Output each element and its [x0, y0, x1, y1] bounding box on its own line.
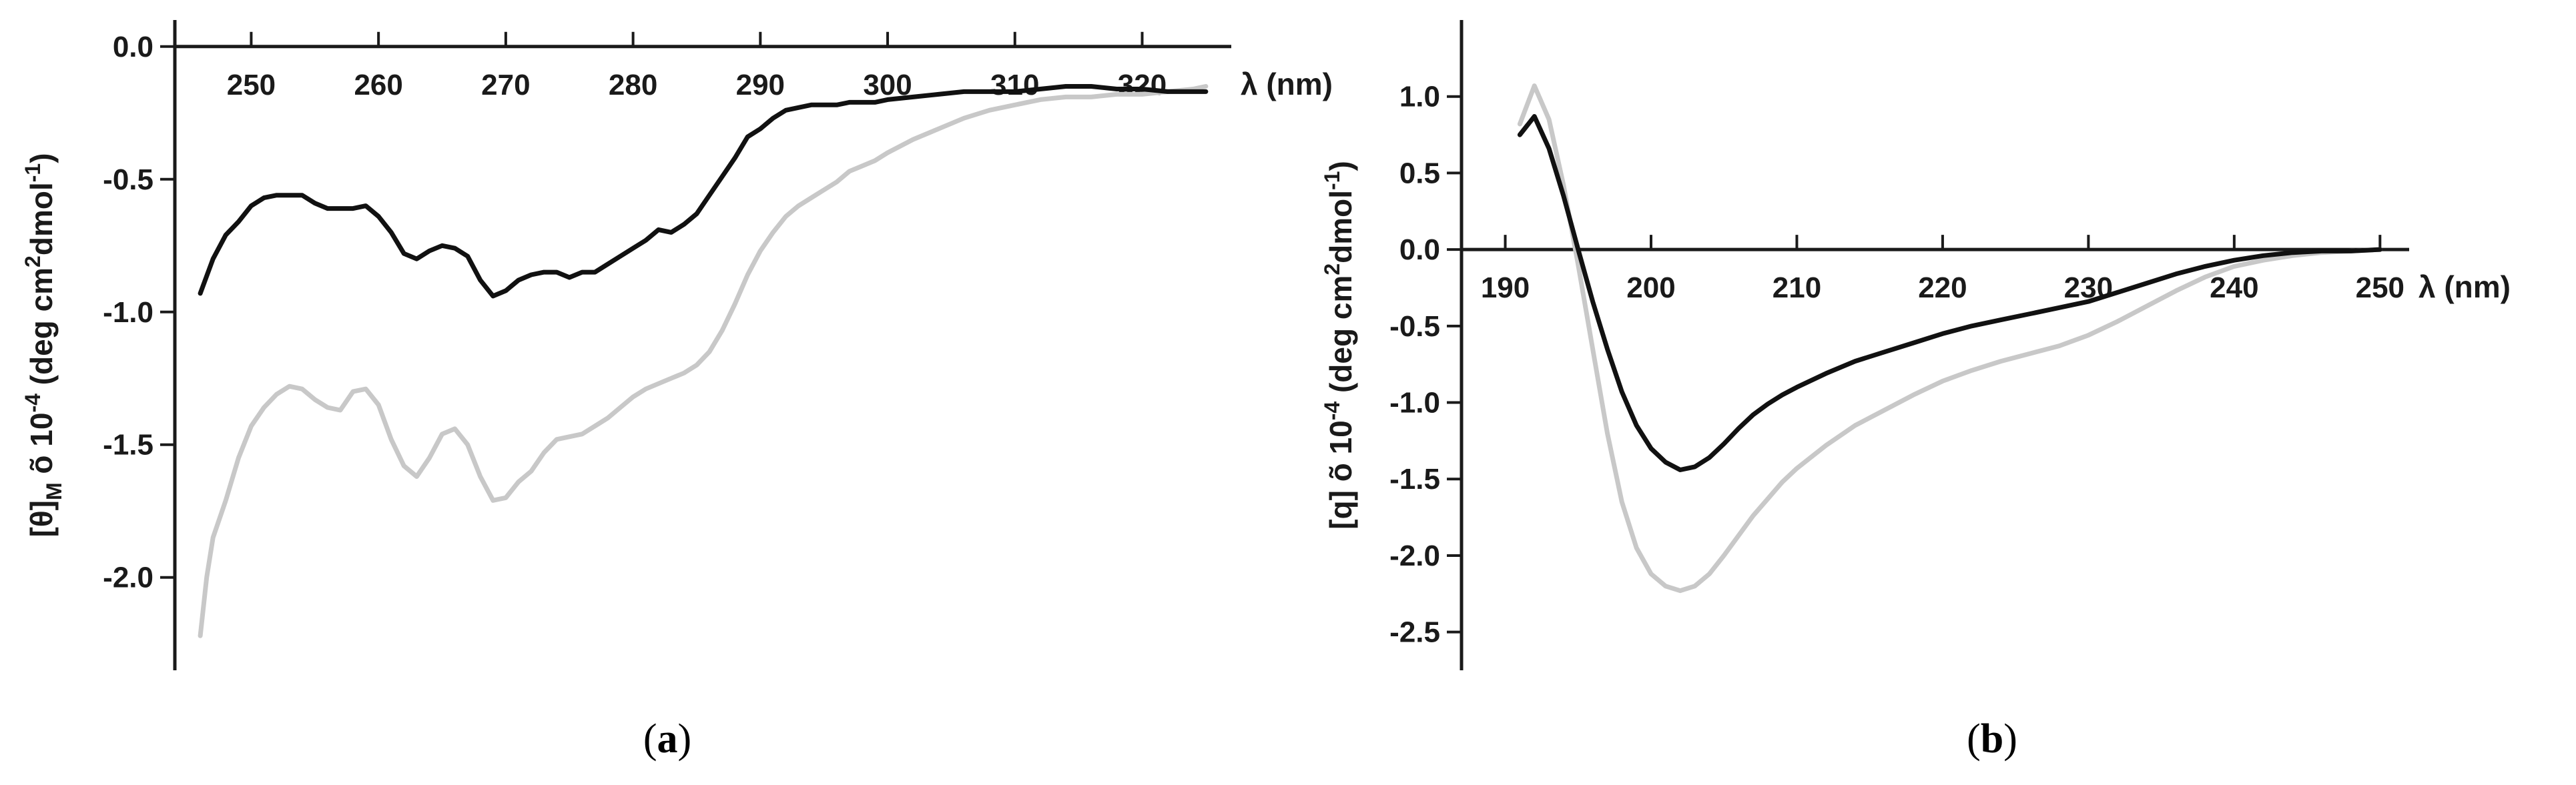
panel-a-y-title-unit: (deg cm: [24, 267, 59, 394]
panel-a-x-tick-label: 280: [609, 69, 657, 101]
panel-b-y-title-mid: õ 10: [1323, 420, 1358, 490]
panel-a-x-tick-label: 290: [736, 69, 785, 101]
panel-b-y-tick-label: -2.5: [1389, 616, 1440, 649]
panel-a-y-tick-label: 0.0: [113, 31, 153, 63]
panel-a-y-title-unit-sup: 2: [21, 255, 45, 267]
panel-b-y-title-main: [q]: [1323, 490, 1358, 530]
panel-b-y-axis-title: [q] õ 10-4 (deg cm2dmol-1): [1320, 161, 1358, 530]
panel-b-y-tick-label: 0.5: [1399, 157, 1440, 189]
panel-b-y-title-unit-sup2: -1: [1320, 171, 1344, 190]
panel-b-y-title-exp: -4: [1320, 402, 1344, 421]
panel-b-x-tick-label: 240: [2210, 271, 2258, 304]
panel-a-y-title-unit-sup2: -1: [21, 163, 45, 182]
panel-b-y-title-unit-tail: dmol: [1323, 190, 1358, 263]
panel-b-label-letter: b: [1981, 716, 2003, 762]
panel-b-y-title-unit-sup: 2: [1320, 263, 1344, 275]
panel-a-y-title-unit-tail: dmol: [24, 182, 59, 255]
panel-b-series-line-2: [1517, 83, 2382, 594]
panel-a-y-tick-label: -0.5: [103, 163, 153, 196]
panel-b-y-tick-label: -1.0: [1389, 387, 1440, 420]
panel-b-x-tick-label: 250: [2356, 271, 2404, 304]
panel-b-x-tick-label: 200: [1626, 271, 1675, 304]
panel-a-y-title-main: [θ]: [24, 500, 59, 538]
panel-b-y-tick-label: 1.0: [1399, 81, 1440, 113]
panel-a-x-tick-label: 250: [227, 69, 276, 101]
panel-b-label: (b): [1967, 716, 2017, 762]
panel-b-y-title-close: ): [1323, 161, 1358, 171]
panel-b-y-tick-label: -2.0: [1389, 540, 1440, 572]
panel-a-y-tick-label: -1.5: [103, 429, 153, 462]
panel-a-y-tick-label: -2.0: [103, 562, 153, 594]
panel-a-label-letter: a: [657, 716, 678, 762]
panel-a-x-tick-label: 310: [990, 69, 1039, 101]
panel-a-y-tick-label: -1.0: [103, 296, 153, 329]
panel-a-x-tick-label: 260: [354, 69, 402, 101]
panel-b-y-title-unit: (deg cm: [1323, 275, 1358, 402]
panel-a-series-line-1: [198, 84, 1209, 299]
panel-a-series-line-2: [198, 84, 1209, 638]
panel-a-y-title-exp: -4: [21, 394, 45, 413]
panel-a-y-title-sub: M: [42, 482, 66, 500]
panel-a-y-title-close: ): [24, 153, 59, 163]
panel-b-x-tick-label: 210: [1773, 271, 1821, 304]
panel-b-y-tick-label: -1.5: [1389, 463, 1440, 496]
panel-a-label: (a): [643, 716, 691, 762]
panel-b-x-tick-label: 190: [1481, 271, 1530, 304]
panel-b-x-tick-label: 220: [1918, 271, 1967, 304]
panel-b-y-tick-label: 0.0: [1399, 233, 1440, 266]
panel-b-x-axis-title: λ (nm): [2419, 269, 2511, 304]
panel-b-series-line-1: [1517, 114, 2382, 472]
panel-b-y-tick-label: -0.5: [1389, 310, 1440, 343]
panel-a-x-tick-label: 270: [481, 69, 530, 101]
panel-a-y-title-mid: õ 10: [24, 413, 59, 483]
panel-a-y-axis-title: [θ]M õ 10-4 (deg cm2dmol-1): [21, 153, 66, 537]
panel-a-x-axis-title: λ (nm): [1241, 67, 1333, 101]
